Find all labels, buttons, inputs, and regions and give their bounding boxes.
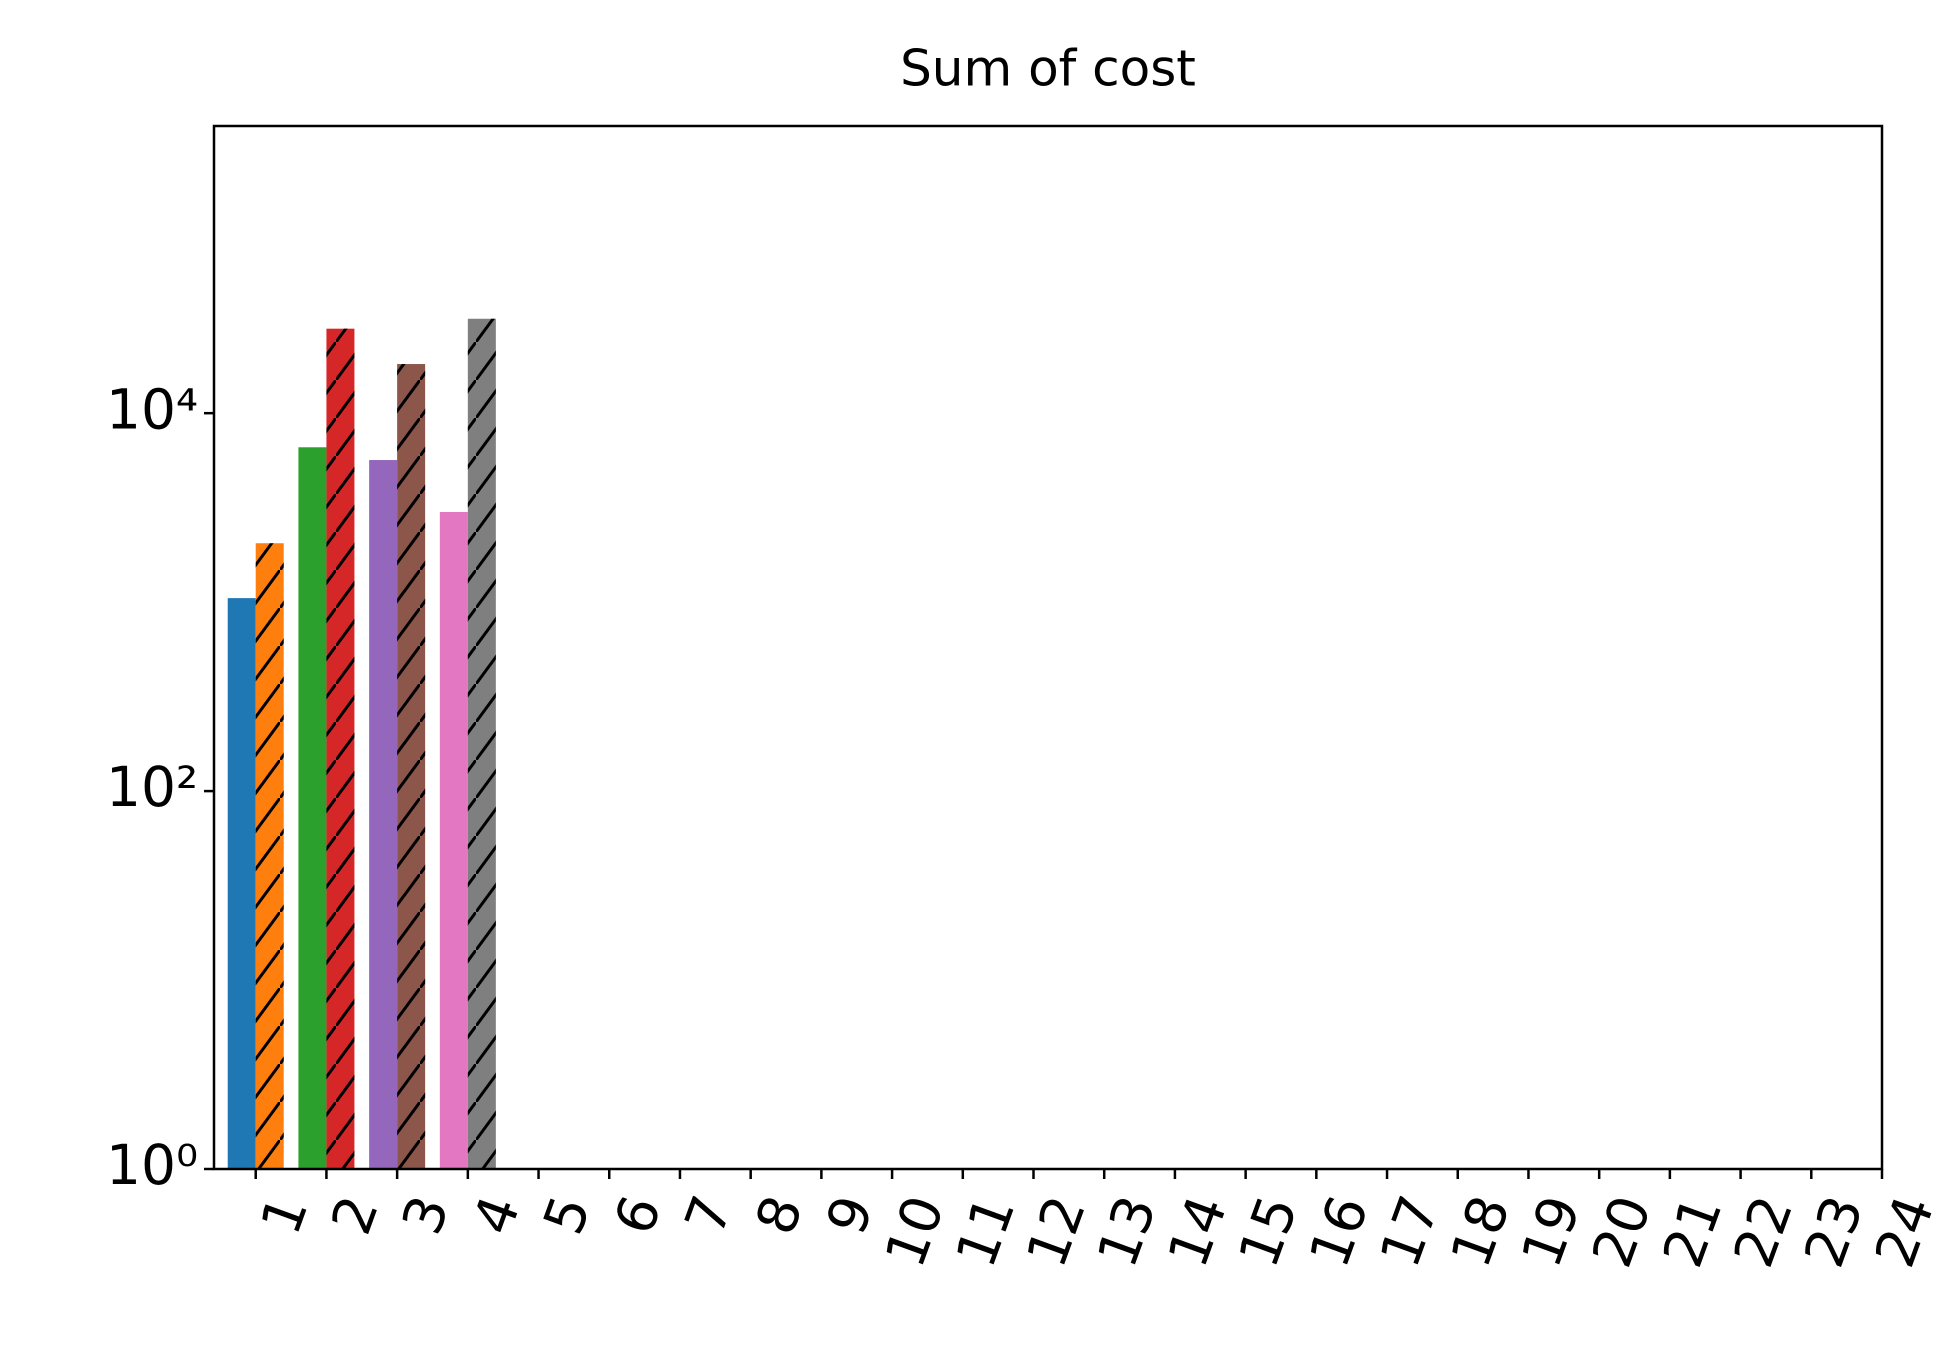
bar bbox=[439, 511, 468, 1169]
bar-hatch bbox=[467, 318, 496, 1170]
bar-hatch bbox=[397, 364, 426, 1170]
bar bbox=[369, 460, 398, 1169]
bar-hatch bbox=[326, 328, 355, 1169]
y-tick-label: 10² bbox=[106, 755, 198, 819]
bar-hatch bbox=[255, 543, 284, 1169]
bar bbox=[227, 598, 256, 1169]
chart-title: Sum of cost bbox=[900, 40, 1196, 98]
y-tick-label: 10⁴ bbox=[106, 377, 198, 441]
y-tick-label: 10⁰ bbox=[106, 1133, 198, 1197]
plot-frame bbox=[212, 124, 1884, 1171]
bar bbox=[298, 447, 327, 1169]
